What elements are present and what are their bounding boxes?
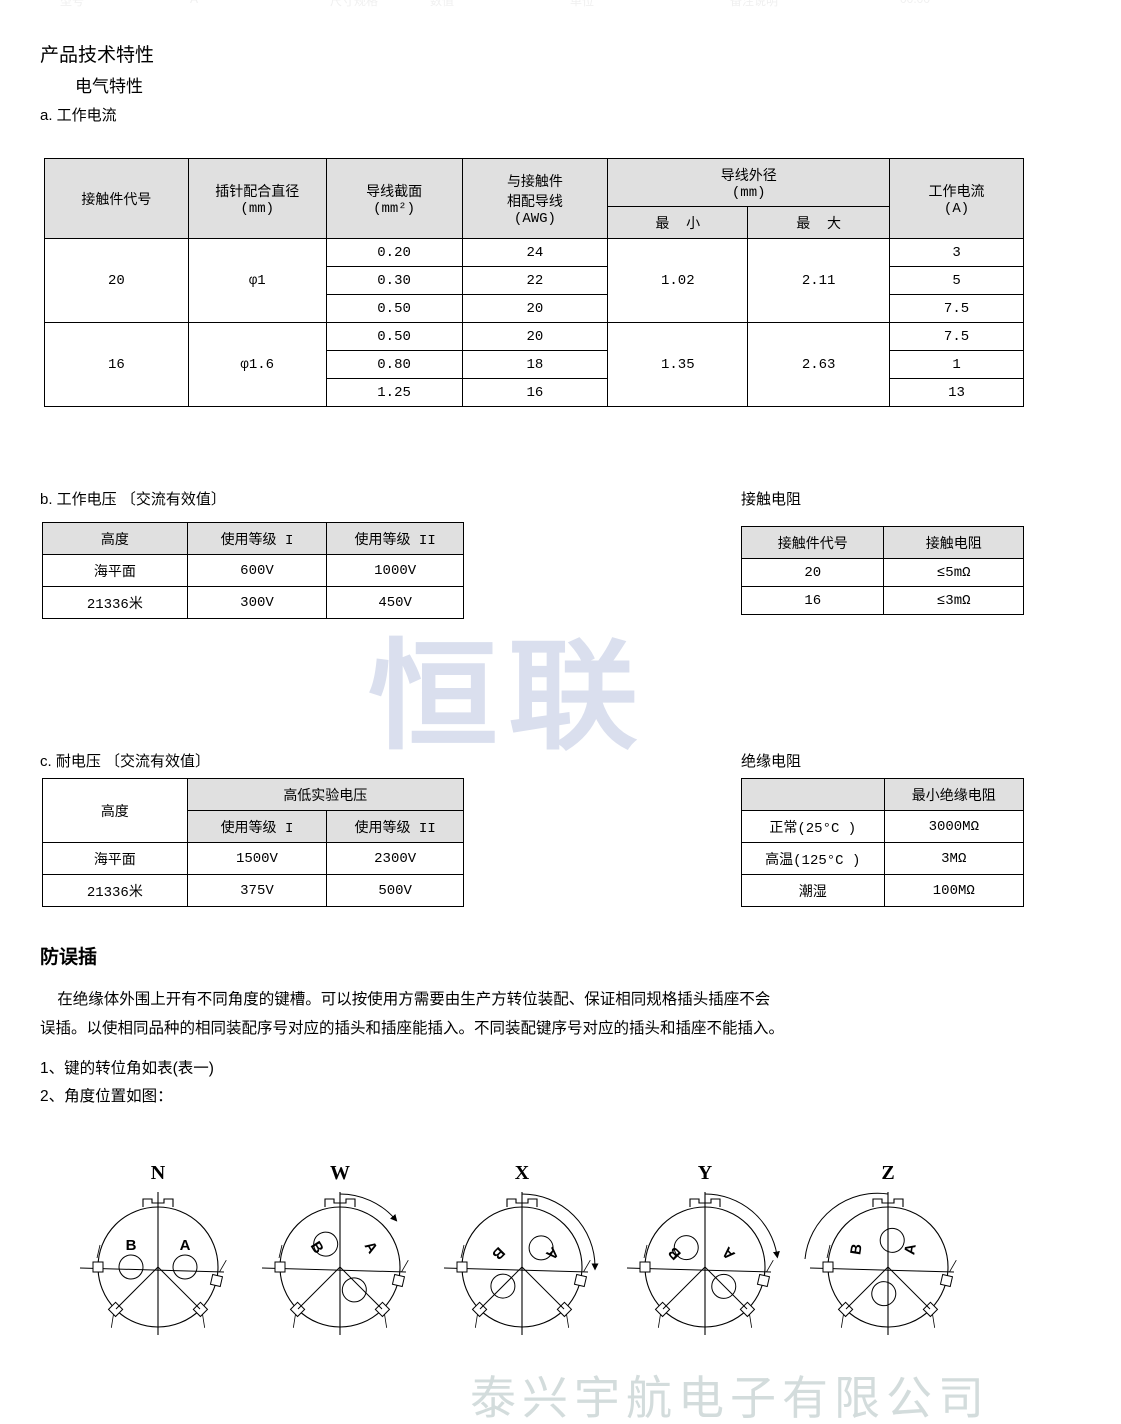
- svg-text:B: B: [488, 1243, 508, 1263]
- svg-text:Z: Z: [881, 1162, 894, 1184]
- svg-text:A: A: [542, 1243, 562, 1263]
- svg-text:N: N: [151, 1162, 166, 1184]
- svg-text:B: B: [126, 1237, 137, 1254]
- svg-text:Y: Y: [698, 1162, 713, 1184]
- svg-text:B: B: [847, 1242, 866, 1256]
- svg-text:A: A: [361, 1239, 381, 1257]
- svg-text:W: W: [330, 1162, 350, 1184]
- svg-text:B: B: [665, 1243, 685, 1263]
- svg-text:A: A: [901, 1242, 920, 1256]
- svg-text:X: X: [515, 1162, 530, 1184]
- svg-text:A: A: [719, 1243, 739, 1263]
- svg-text:B: B: [307, 1239, 327, 1257]
- svg-text:A: A: [180, 1237, 191, 1254]
